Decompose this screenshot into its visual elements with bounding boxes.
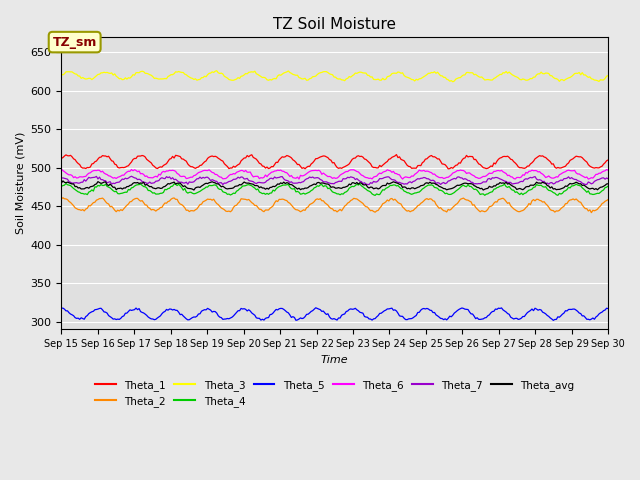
Theta_6 bbox=[604, 167, 612, 173]
Legend: Theta_1, Theta_2, Theta_3, Theta_4, Theta_5, Theta_6, Theta_7, Theta_avg: Theta_1, Theta_2, Theta_3, Theta_4, Thet… bbox=[91, 376, 579, 411]
X-axis label: Time: Time bbox=[321, 355, 349, 365]
Theta_3 bbox=[298, 76, 306, 82]
Theta_avg bbox=[126, 182, 134, 188]
Theta_6 bbox=[221, 176, 228, 181]
Theta_2 bbox=[588, 210, 595, 216]
Theta_avg bbox=[58, 180, 65, 186]
Theta_5 bbox=[312, 305, 319, 311]
Theta_7 bbox=[58, 175, 65, 181]
Theta_6 bbox=[297, 172, 305, 178]
Theta_3 bbox=[213, 68, 221, 73]
Text: TZ_sm: TZ_sm bbox=[52, 36, 97, 48]
Theta_7 bbox=[365, 181, 373, 187]
Theta_2 bbox=[126, 199, 134, 204]
Line: Theta_4: Theta_4 bbox=[61, 183, 608, 195]
Theta_7 bbox=[577, 179, 584, 185]
Theta_1 bbox=[297, 164, 305, 169]
Line: Theta_7: Theta_7 bbox=[61, 176, 608, 184]
Theta_2 bbox=[222, 208, 230, 214]
Line: Theta_6: Theta_6 bbox=[61, 169, 608, 179]
Theta_4 bbox=[298, 191, 306, 197]
Theta_4 bbox=[604, 183, 612, 189]
Theta_2 bbox=[250, 201, 257, 206]
Theta_4 bbox=[126, 187, 134, 193]
Theta_avg bbox=[300, 186, 307, 192]
Theta_avg bbox=[251, 183, 259, 189]
Theta_5 bbox=[125, 309, 132, 314]
Theta_7 bbox=[604, 176, 612, 181]
Theta_5 bbox=[221, 316, 228, 322]
Theta_2 bbox=[298, 208, 306, 214]
Theta_1 bbox=[248, 152, 255, 157]
Line: Theta_3: Theta_3 bbox=[61, 71, 608, 82]
Theta_3 bbox=[577, 72, 584, 78]
Theta_2 bbox=[58, 196, 65, 202]
Theta_3 bbox=[449, 79, 456, 84]
Line: Theta_avg: Theta_avg bbox=[61, 181, 608, 190]
Theta_5 bbox=[604, 306, 612, 312]
Theta_4 bbox=[577, 183, 584, 189]
Theta_7 bbox=[298, 179, 306, 185]
Theta_3 bbox=[240, 72, 248, 78]
Theta_2 bbox=[59, 195, 67, 201]
Theta_5 bbox=[239, 306, 246, 312]
Theta_avg bbox=[577, 181, 584, 187]
Title: TZ Soil Moisture: TZ Soil Moisture bbox=[273, 17, 396, 32]
Theta_1 bbox=[604, 157, 612, 163]
Theta_1 bbox=[239, 156, 246, 162]
Theta_3 bbox=[222, 74, 230, 80]
Theta_5 bbox=[58, 305, 65, 311]
Theta_avg bbox=[604, 181, 612, 187]
Theta_5 bbox=[550, 317, 557, 323]
Theta_avg bbox=[190, 187, 198, 193]
Theta_1 bbox=[125, 163, 132, 168]
Theta_5 bbox=[248, 310, 255, 316]
Theta_4 bbox=[222, 190, 230, 196]
Theta_7 bbox=[250, 179, 257, 185]
Theta_7 bbox=[240, 176, 248, 182]
Theta_avg bbox=[59, 178, 67, 184]
Theta_6 bbox=[575, 171, 583, 177]
Theta_4 bbox=[62, 180, 70, 186]
Theta_5 bbox=[577, 311, 584, 316]
Theta_4 bbox=[240, 183, 248, 189]
Theta_3 bbox=[250, 69, 257, 75]
Theta_6 bbox=[248, 172, 255, 178]
Theta_7 bbox=[127, 173, 135, 179]
Line: Theta_1: Theta_1 bbox=[61, 155, 608, 169]
Theta_1 bbox=[444, 166, 452, 172]
Theta_1 bbox=[392, 152, 400, 157]
Line: Theta_5: Theta_5 bbox=[61, 308, 608, 320]
Theta_1 bbox=[58, 156, 65, 161]
Line: Theta_2: Theta_2 bbox=[61, 198, 608, 213]
Theta_5 bbox=[297, 315, 305, 321]
Theta_2 bbox=[575, 199, 583, 205]
Theta_2 bbox=[240, 196, 248, 202]
Theta_3 bbox=[125, 75, 132, 81]
Theta_7 bbox=[222, 180, 230, 186]
Theta_4 bbox=[58, 183, 65, 189]
Theta_3 bbox=[58, 72, 65, 77]
Theta_4 bbox=[371, 192, 379, 198]
Theta_1 bbox=[577, 154, 584, 160]
Theta_avg bbox=[223, 186, 231, 192]
Y-axis label: Soil Moisture (mV): Soil Moisture (mV) bbox=[15, 132, 25, 234]
Theta_6 bbox=[125, 168, 132, 174]
Theta_avg bbox=[242, 180, 250, 186]
Theta_1 bbox=[221, 161, 228, 167]
Theta_6 bbox=[58, 166, 65, 172]
Theta_3 bbox=[604, 72, 612, 78]
Theta_6 bbox=[239, 168, 246, 173]
Theta_2 bbox=[604, 197, 612, 203]
Theta_7 bbox=[125, 175, 132, 181]
Theta_4 bbox=[250, 184, 257, 190]
Theta_6 bbox=[399, 176, 406, 182]
